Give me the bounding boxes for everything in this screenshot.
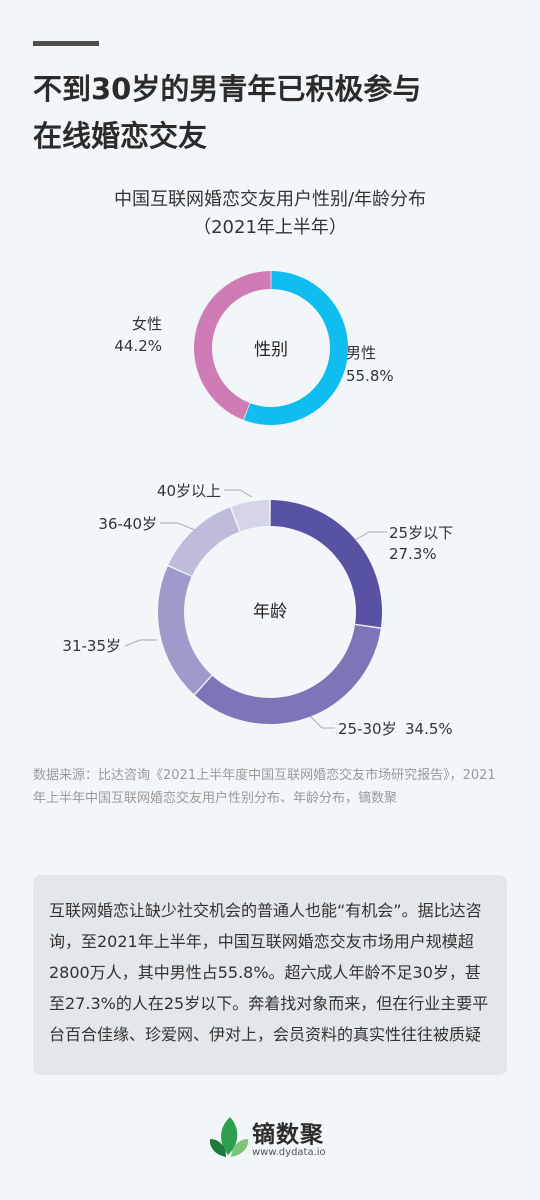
charts-canvas: 性别 男性 55.8% 女性 44.2% 年龄 25岁以下 27.3% 25-3… — [62, 271, 453, 738]
leader-line-40plus — [224, 489, 253, 498]
age-center-label: 年龄 — [253, 602, 287, 622]
source-note: 数据来源：比达咨询《2021上半年度中国互联网婚恋交友市场研究报告》，2021年… — [33, 768, 496, 806]
male-value-label: 55.8% — [346, 367, 394, 385]
brand-url: www.dydata.io — [252, 1147, 326, 1158]
donut-slice-31-35 — [157, 566, 212, 695]
donut-slice-female — [194, 271, 271, 420]
age-36-40-label: 36-40岁 — [98, 515, 157, 533]
donut-slice-36-40 — [168, 507, 240, 576]
headline-line-2: 在线婚恋交友 — [33, 119, 208, 153]
top-accent-bar — [33, 41, 99, 46]
age-31-35-label: 31-35岁 — [62, 637, 121, 655]
summary-box: 互联网婚恋让缺少社交机会的普通人也能“有机会”。据比达咨询，至2021年上半年，… — [33, 875, 507, 1075]
female-label: 女性 — [132, 315, 162, 333]
donut-slice-male — [243, 271, 349, 425]
chart-title-line-1: 中国互联网婚恋交友用户性别/年龄分布 — [113, 189, 427, 210]
age-25-30-value-label: 34.5% — [405, 720, 453, 738]
leader-line-under25 — [354, 531, 387, 541]
donut-slice-25-30 — [194, 624, 381, 724]
under25-value-label: 27.3% — [389, 545, 437, 563]
gender-donut: 性别 男性 55.8% 女性 44.2% — [114, 271, 394, 425]
male-label: 男性 — [346, 344, 376, 362]
headline: 不到30岁的男青年已积极参与 在线婚恋交友 — [33, 66, 513, 160]
gender-center-label: 性别 — [254, 340, 288, 360]
chart-title-line-2: （2021年上半年） — [193, 217, 347, 238]
age-25-30-label: 25-30岁 — [338, 720, 397, 738]
donut-slice-under25 — [270, 500, 382, 628]
leader-line-36-40 — [160, 522, 196, 531]
brand-leaf-icon — [209, 1117, 249, 1157]
headline-line-1: 不到30岁的男青年已积极参与 — [33, 72, 422, 106]
female-value-label: 44.2% — [114, 337, 162, 355]
age-donut: 年龄 25岁以下 27.3% 25-30岁 34.5% 31-35岁 36-40… — [62, 482, 453, 738]
leader-line-25-30 — [309, 715, 335, 729]
chart-title: 中国互联网婚恋交友用户性别/年龄分布 （2021年上半年） — [0, 186, 540, 242]
age-40plus-label: 40岁以上 — [157, 482, 221, 500]
under25-label: 25岁以下 — [389, 524, 453, 542]
brand-name: 镝数聚 — [252, 1122, 324, 1148]
donut-slice-40plus — [231, 500, 270, 532]
leader-line-31-35 — [124, 639, 157, 647]
